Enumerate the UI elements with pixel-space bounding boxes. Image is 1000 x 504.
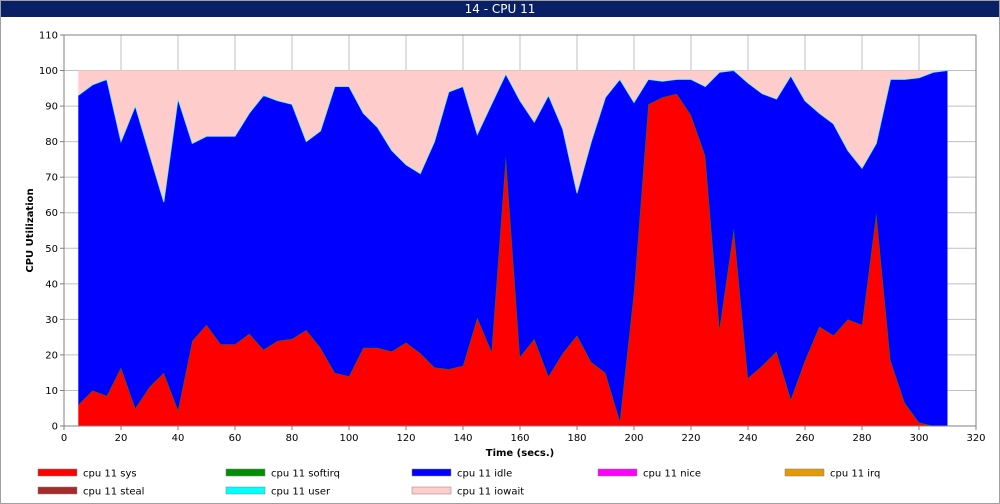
- y-tick-label: 80: [45, 137, 58, 148]
- x-tick-label: 200: [624, 433, 643, 444]
- x-tick-label: 300: [909, 433, 928, 444]
- x-tick-label: 140: [453, 433, 472, 444]
- legend-label-idle: cpu 11 idle: [457, 469, 512, 480]
- area-iowait: [78, 70, 948, 203]
- y-tick-label: 90: [45, 102, 58, 113]
- legend-label-iowait: cpu 11 iowait: [457, 487, 524, 498]
- x-axis-label: Time (secs.): [486, 448, 555, 459]
- x-tick-label: 60: [229, 433, 242, 444]
- legend-swatch-nice: [597, 468, 638, 477]
- y-tick-label: 50: [45, 244, 58, 255]
- x-tick-label: 40: [172, 433, 185, 444]
- legend-label-sys: cpu 11 sys: [83, 469, 137, 480]
- y-tick-label: 10: [45, 386, 58, 397]
- x-tick-label: 80: [286, 433, 299, 444]
- legend-label-irq: cpu 11 irq: [830, 469, 880, 480]
- legend-label-nice: cpu 11 nice: [643, 469, 701, 480]
- x-tick-label: 160: [510, 433, 529, 444]
- x-tick-label: 260: [795, 433, 814, 444]
- x-tick-label: 240: [738, 433, 757, 444]
- window-title: 14 - CPU 11: [1, 1, 999, 17]
- legend-swatch-idle: [411, 468, 452, 477]
- area-idle: [78, 70, 948, 426]
- x-tick-label: 320: [966, 433, 985, 444]
- y-tick-label: 60: [45, 208, 58, 219]
- legend-swatch-irq: [784, 468, 825, 477]
- legend-swatch-iowait: [411, 486, 452, 495]
- x-tick-label: 220: [681, 433, 700, 444]
- x-tick-label: 280: [852, 433, 871, 444]
- x-tick-label: 100: [339, 433, 358, 444]
- x-tick-label: 120: [396, 433, 415, 444]
- y-tick-label: 40: [45, 279, 58, 290]
- x-tick-label: 20: [115, 433, 128, 444]
- legend-swatch-softirq: [225, 468, 266, 477]
- x-tick-label: 180: [567, 433, 586, 444]
- legend-label-steal: cpu 11 steal: [83, 487, 144, 498]
- legend-label-user: cpu 11 user: [271, 487, 331, 498]
- legend-swatch-sys: [37, 468, 78, 477]
- y-axis-label: CPU Utilization: [25, 188, 36, 272]
- x-tick-label: 0: [61, 433, 67, 444]
- y-tick-label: 20: [45, 350, 58, 361]
- y-tick-label: 30: [45, 315, 58, 326]
- y-tick-label: 100: [39, 66, 58, 77]
- y-tick-label: 70: [45, 173, 58, 184]
- y-tick-label: 0: [52, 422, 58, 433]
- y-tick-label: 110: [39, 31, 58, 42]
- legend-swatch-steal: [37, 486, 78, 495]
- legend-label-softirq: cpu 11 softirq: [271, 469, 340, 480]
- legend-swatch-user: [225, 486, 266, 495]
